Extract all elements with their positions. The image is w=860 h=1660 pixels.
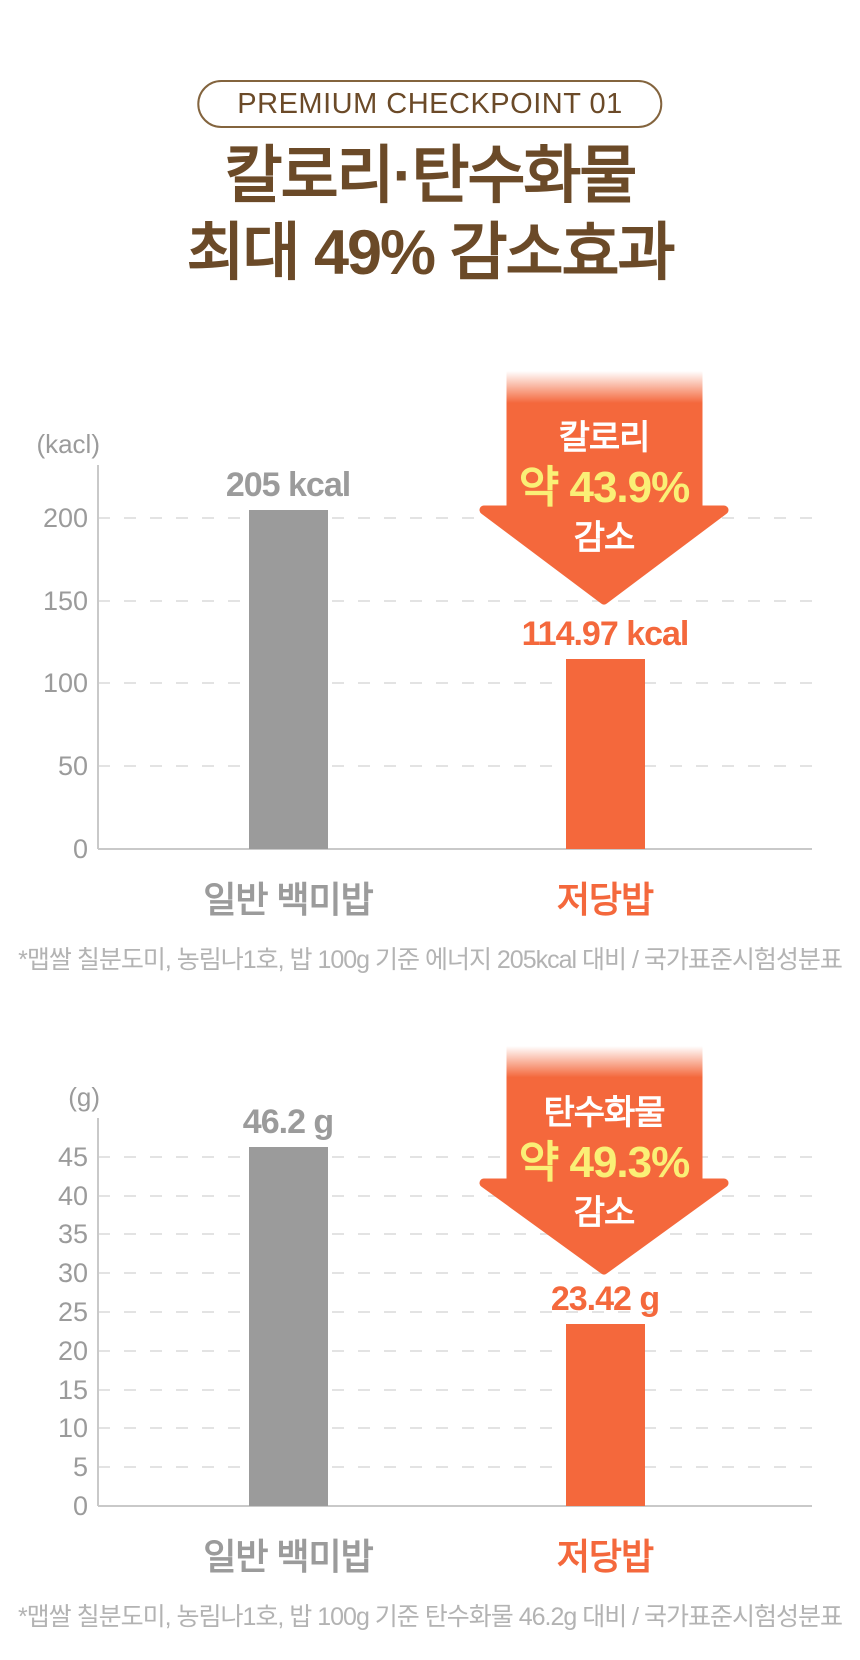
callout-metric-label: 탄수화물: [543, 1094, 665, 1132]
bar-regular-rice: [248, 509, 328, 849]
bar-value-label: 23.42 g: [550, 1280, 660, 1319]
bar-regular-rice: [248, 1147, 328, 1506]
y-axis-unit-label: (g): [68, 1082, 100, 1112]
y-tick-label-45: 45: [57, 1141, 88, 1172]
y-tick-label-30: 30: [57, 1258, 88, 1289]
y-axis-line: [97, 1118, 99, 1506]
gridline-150: [98, 599, 812, 602]
bar-value-label: 205 kcal: [225, 465, 351, 504]
y-tick-label-0: 0: [72, 834, 88, 864]
gridline-15: [98, 1388, 812, 1391]
x-axis-line: [98, 848, 812, 850]
y-axis-line: [97, 465, 99, 849]
page-title: 칼로리·탄수화물 최대 49% 감소효과: [0, 138, 860, 292]
y-tick-label-150: 150: [42, 585, 88, 616]
gridline-200: [98, 516, 812, 519]
callout-decrease-label: 감소: [573, 1194, 636, 1232]
y-tick-label-50: 50: [57, 751, 88, 782]
gridline-100: [98, 682, 812, 685]
gridline-20: [98, 1349, 812, 1352]
x-axis-line: [98, 1505, 812, 1507]
y-tick-label-20: 20: [57, 1335, 88, 1366]
y-tick-label-0: 0: [72, 1491, 88, 1521]
y-tick-label-100: 100: [42, 668, 88, 699]
y-tick-label-35: 35: [57, 1219, 88, 1250]
bar-value-label: 46.2 g: [242, 1103, 334, 1142]
category-label: 저당밥: [556, 879, 654, 920]
category-label: 일반 백미밥: [203, 879, 374, 920]
y-axis-unit-label: (kacl): [36, 429, 100, 459]
premium-checkpoint-badge: PREMIUM CHECKPOINT 01: [197, 80, 663, 128]
reduction-arrow-icon: [479, 1045, 729, 1275]
callout-percent-label: 약 49.3%: [518, 1138, 690, 1187]
gridline-35: [98, 1233, 812, 1236]
callout-decrease-label: 감소: [573, 519, 636, 557]
page-title-line2: 최대 49% 감소효과: [186, 218, 676, 288]
gridline-10: [98, 1427, 812, 1430]
gridline-50: [98, 765, 812, 768]
callout-metric-label: 칼로리: [558, 419, 651, 457]
gridline-30: [98, 1272, 812, 1275]
category-label: 일반 백미밥: [203, 1536, 374, 1577]
gridline-5: [98, 1466, 812, 1469]
y-tick-label-5: 5: [72, 1452, 88, 1483]
y-tick-label-40: 40: [57, 1180, 88, 1211]
y-tick-label-15: 15: [57, 1374, 88, 1405]
y-tick-label-25: 25: [57, 1297, 88, 1327]
page-title-line1: 칼로리·탄수화물: [224, 141, 638, 211]
chart-footnote: *맵쌀 칠분도미, 농림나1호, 밥 100g 기준 에너지 205kcal 대…: [18, 946, 843, 974]
y-tick-label-10: 10: [57, 1413, 88, 1444]
gridline-25: [98, 1311, 812, 1313]
bar-value-label: 114.97 kcal: [521, 614, 690, 653]
gridline-40: [98, 1194, 812, 1197]
chart-footnote: *맵쌀 칠분도미, 농림나1호, 밥 100g 기준 탄수화물 46.2g 대비…: [17, 1603, 843, 1631]
category-label: 저당밥: [556, 1536, 654, 1577]
reduction-arrow-icon: [479, 370, 729, 605]
gridline-45: [98, 1155, 812, 1158]
y-tick-label-200: 200: [42, 502, 88, 533]
bar-low-sugar-rice: [565, 658, 645, 849]
bar-low-sugar-rice: [565, 1324, 645, 1506]
callout-percent-label: 약 43.9%: [518, 463, 690, 512]
